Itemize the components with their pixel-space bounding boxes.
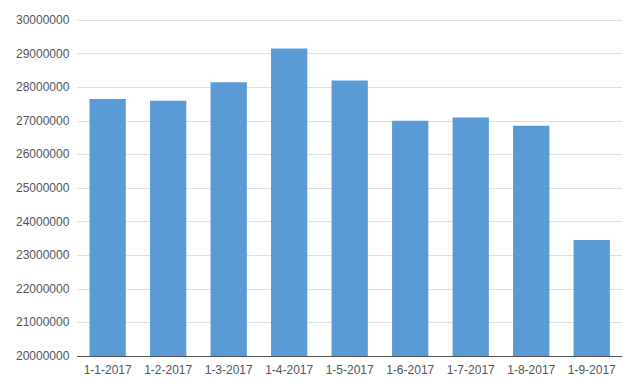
svg-text:28000000: 28000000	[16, 80, 70, 94]
svg-text:21000000: 21000000	[16, 315, 70, 329]
svg-text:1-3-2017: 1-3-2017	[205, 363, 253, 377]
svg-text:1-5-2017: 1-5-2017	[326, 363, 374, 377]
svg-text:24000000: 24000000	[16, 215, 70, 229]
svg-text:1-2-2017: 1-2-2017	[144, 363, 192, 377]
svg-text:1-6-2017: 1-6-2017	[386, 363, 434, 377]
svg-text:29000000: 29000000	[16, 47, 70, 61]
svg-text:1-9-2017: 1-9-2017	[568, 363, 616, 377]
svg-text:27000000: 27000000	[16, 114, 70, 128]
svg-text:26000000: 26000000	[16, 147, 70, 161]
svg-text:20000000: 20000000	[16, 349, 70, 363]
svg-text:30000000: 30000000	[16, 13, 70, 27]
svg-text:22000000: 22000000	[16, 282, 70, 296]
svg-text:25000000: 25000000	[16, 181, 70, 195]
svg-text:1-7-2017: 1-7-2017	[447, 363, 495, 377]
svg-text:23000000: 23000000	[16, 248, 70, 262]
svg-text:1-1-2017: 1-1-2017	[84, 363, 132, 377]
svg-text:1-8-2017: 1-8-2017	[507, 363, 555, 377]
svg-text:1-4-2017: 1-4-2017	[265, 363, 313, 377]
